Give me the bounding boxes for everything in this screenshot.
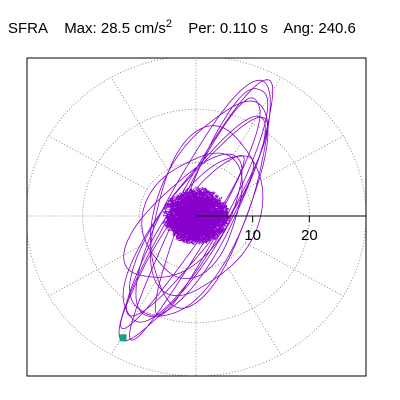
trace-loop-9 [129,115,266,316]
max-label: Max: [64,20,97,37]
max-unit-exponent: 2 [165,18,173,30]
component-label: SFRA [8,20,49,37]
grid-spoke [244,135,344,190]
radial-tick-label: 20 [301,227,318,244]
ang-value: 240.6 [318,20,356,37]
trace-loop-4 [149,100,269,309]
trace-loop-12 [154,88,269,317]
plot-frame [26,57,367,377]
trace-loop-8 [123,153,243,278]
trace-group [118,79,274,342]
grid-spoke [223,77,282,171]
ang-label: Ang: [283,20,315,37]
grid-spoke [110,77,169,171]
trace-center-cloud [162,186,231,245]
per-value: 0.110 s [219,20,268,37]
grid-spoke [223,261,282,355]
per-label: Per: [188,20,216,37]
peak-marker [119,334,127,342]
grid-spoke [48,135,148,190]
chart-title: SFRA Max: 28.5 cm/s2 Per: 0.110 s Ang: 2… [8,18,356,37]
grid-spoke [244,242,344,297]
max-value: 28.5 cm/s [100,20,166,37]
trace-loop-11 [120,154,245,330]
radial-tick-label: 10 [244,227,261,244]
trace-loop-5 [125,155,254,317]
trace-loop-10 [141,152,243,280]
radial-axis: 10 20 [119,215,366,342]
grid-spoke [48,242,148,297]
